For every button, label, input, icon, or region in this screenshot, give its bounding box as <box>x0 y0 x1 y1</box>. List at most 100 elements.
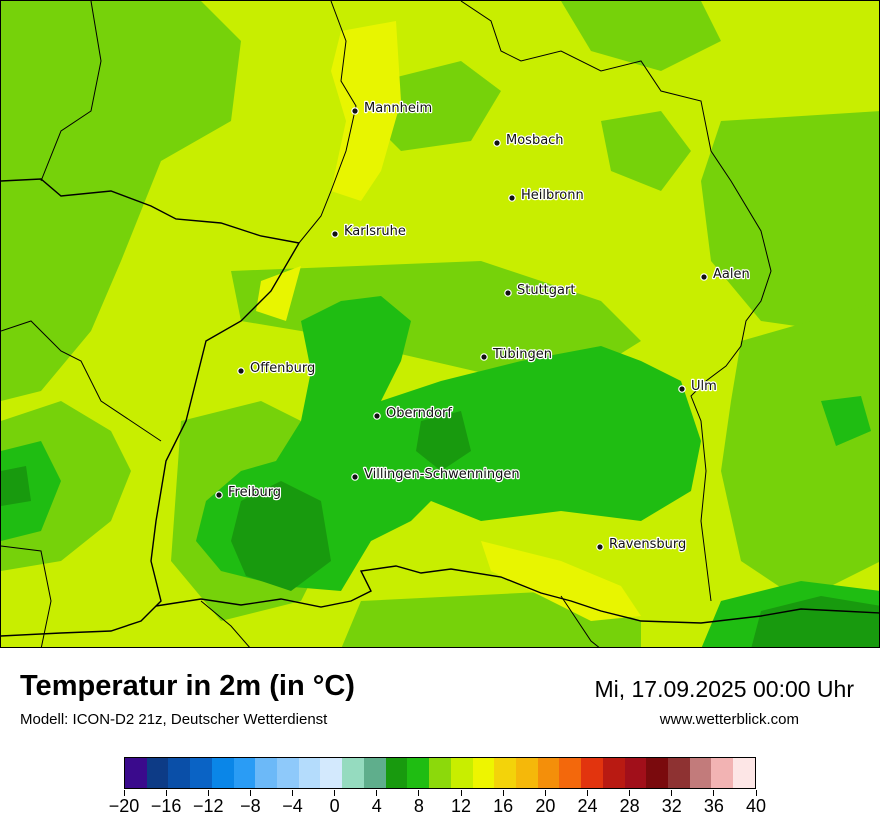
city-markers: Mannheim Mosbach Heilbronn Karlsruhe Aalen St… <box>215 100 751 553</box>
legend-tick <box>671 790 673 796</box>
city-villingen-schwenningen: Villingen-Schwenningen <box>351 466 521 483</box>
city-karlsruhe: Karlsruhe <box>331 223 407 240</box>
legend-tick-label: 28 <box>619 796 640 816</box>
city-label: Ulm <box>691 379 717 394</box>
city-oberndorf: Oberndorf <box>373 405 454 422</box>
legend-tick <box>207 790 209 796</box>
city-label: Heilbronn <box>521 188 584 203</box>
legend-tick-label: 16 <box>493 796 514 816</box>
legend-tick <box>165 790 167 796</box>
legend-swatch <box>711 758 734 788</box>
city-label: Aalen <box>713 267 750 282</box>
legend-tick <box>544 790 546 796</box>
legend-tick <box>376 790 378 796</box>
color-legend <box>124 757 756 789</box>
city-dot <box>504 289 512 297</box>
city-t-bingen: Tübingen <box>480 346 553 363</box>
legend-swatch <box>407 758 430 788</box>
legend-swatch <box>537 758 560 788</box>
legend-ticks: −20 −16 −12 −8 −4 0 4 8 12 16 20 24 28 32 36 40 <box>109 790 766 820</box>
city-freiburg: Freiburg <box>215 484 282 501</box>
city-mosbach: Mosbach <box>493 132 565 149</box>
legend-swatch <box>211 758 234 788</box>
city-label: Tübingen <box>492 347 552 362</box>
model-source: Modell: ICON-D2 21z, Deutscher Wetterdie… <box>20 711 328 728</box>
city-dot <box>351 107 359 115</box>
city-label: Karlsruhe <box>344 224 406 239</box>
legend-swatch <box>342 758 364 788</box>
city-stuttgart: Stuttgart <box>504 282 577 299</box>
city-dot <box>373 412 381 420</box>
legend-tick <box>586 790 588 796</box>
field-6-8 <box>1 411 879 647</box>
legend-swatch <box>624 758 647 788</box>
legend-swatch <box>168 758 191 788</box>
city-offenburg: Offenburg <box>237 360 316 377</box>
legend-swatch <box>146 758 169 788</box>
legend-tick <box>418 790 420 796</box>
legend-tick-label: −20 <box>108 796 140 816</box>
legend-tick <box>292 790 294 796</box>
legend-tick-label: −4 <box>282 796 303 816</box>
legend-swatch <box>255 758 278 788</box>
legend-swatch <box>581 758 603 788</box>
city-dot <box>596 543 604 551</box>
temperature-map: Mannheim Mosbach Heilbronn Karlsruhe Aalen St… <box>0 0 880 648</box>
legend-swatch <box>363 758 386 788</box>
legend-tick <box>249 790 251 796</box>
legend-swatch <box>494 758 516 788</box>
legend-tick-label: 12 <box>451 796 472 816</box>
legend-swatch <box>190 758 212 788</box>
legend-swatch <box>559 758 582 788</box>
map-title: Temperatur in 2m (in °C) <box>20 670 355 702</box>
city-dot <box>678 385 686 393</box>
city-dot <box>508 194 516 202</box>
legend-tick-label: 4 <box>371 796 382 816</box>
city-label: Freiburg <box>228 485 281 500</box>
legend-swatch <box>646 758 668 788</box>
legend-tick <box>629 790 631 796</box>
country-border <box>1 178 879 637</box>
legend-swatch <box>733 758 755 788</box>
legend-swatch <box>385 758 408 788</box>
field-14-16 <box>256 21 641 621</box>
legend-tick-label: 32 <box>661 796 682 816</box>
city-dot <box>700 273 708 281</box>
city-heilbronn: Heilbronn <box>508 187 585 204</box>
city-label: Stuttgart <box>517 283 575 298</box>
city-dot <box>237 367 245 375</box>
city-dot <box>331 230 339 238</box>
map-canvas: Mannheim Mosbach Heilbronn Karlsruhe Aalen St… <box>1 1 879 647</box>
legend-swatch <box>429 758 451 788</box>
city-aalen: Aalen <box>700 266 751 283</box>
legend-tick-label: −8 <box>240 796 261 816</box>
legend-swatch <box>233 758 256 788</box>
legend-tick <box>334 790 336 796</box>
legend-swatch <box>472 758 495 788</box>
city-label: Oberndorf <box>386 406 452 421</box>
legend-swatch <box>667 758 690 788</box>
legend-tick <box>713 790 715 796</box>
city-mannheim: Mannheim <box>351 100 433 117</box>
website-link[interactable]: www.wetterblick.com <box>659 711 799 728</box>
forecast-datetime: Mi, 17.09.2025 00:00 Uhr <box>594 676 854 702</box>
city-dot <box>351 473 359 481</box>
city-ravensburg: Ravensburg <box>596 536 687 553</box>
legend-tick-label: 8 <box>413 796 424 816</box>
legend-tick <box>502 790 504 796</box>
city-label: Mannheim <box>364 101 432 116</box>
legend-swatch <box>450 758 473 788</box>
legend-swatch <box>298 758 321 788</box>
legend-tick-label: 20 <box>535 796 556 816</box>
city-label: Ravensburg <box>609 537 686 552</box>
legend-tick <box>123 790 125 796</box>
legend-tick <box>755 790 757 796</box>
city-label: Offenburg <box>250 361 315 376</box>
legend-swatch <box>602 758 625 788</box>
legend-tick-label: −16 <box>150 796 182 816</box>
state-border <box>1 1 772 647</box>
legend-tick-label: 40 <box>745 796 767 816</box>
city-dot <box>480 353 488 361</box>
city-ulm: Ulm <box>678 378 718 395</box>
city-dot <box>493 139 501 147</box>
